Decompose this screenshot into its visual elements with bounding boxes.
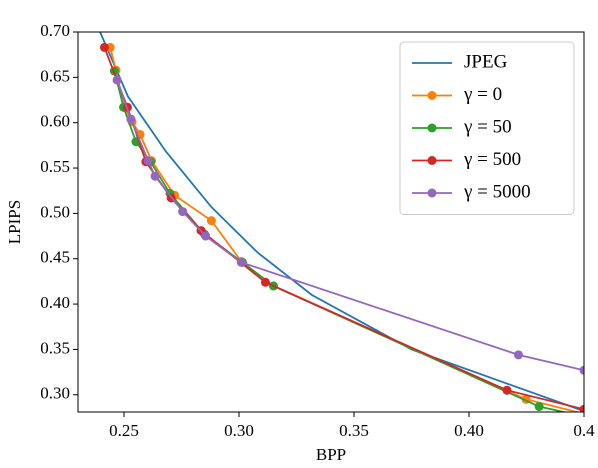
y-tick-label: 0.65 — [40, 66, 70, 85]
y-tick-label: 0.70 — [40, 21, 70, 40]
series-marker — [143, 156, 153, 166]
legend-label: γ = 5000 — [463, 181, 531, 202]
y-tick-label: 0.30 — [40, 384, 70, 403]
legend: JPEG γ = 0 γ = 50 γ = 500 γ = 5000 — [399, 41, 575, 215]
series-marker — [112, 75, 122, 85]
legend-marker — [427, 123, 437, 133]
series-marker — [99, 42, 109, 52]
x-tick-label: 0.25 — [109, 421, 139, 440]
series-marker — [579, 404, 584, 412]
legend-label: γ = 500 — [463, 149, 521, 170]
series-marker — [260, 277, 270, 287]
y-axis-label: LPIPS — [5, 200, 24, 244]
y-tick-label: 0.50 — [40, 202, 70, 221]
y-tick-label: 0.35 — [40, 338, 70, 357]
series-marker — [579, 365, 584, 375]
series-marker — [206, 216, 216, 226]
x-tick-label: 0.30 — [224, 421, 254, 440]
x-tick-label: 0.40 — [454, 421, 484, 440]
series-marker — [502, 385, 512, 395]
x-axis-label: BPP — [316, 445, 346, 464]
series-marker — [236, 257, 246, 267]
x-tick-label: 0.4 — [573, 421, 595, 440]
legend-label: γ = 0 — [463, 84, 502, 105]
legend-label: JPEG — [464, 51, 508, 72]
legend-marker — [427, 188, 437, 198]
plot-frame — [77, 31, 585, 413]
series-marker — [150, 171, 160, 181]
y-tick-label: 0.45 — [40, 248, 70, 267]
x-tick-label: 0.35 — [339, 421, 369, 440]
legend-marker — [427, 91, 437, 100]
legend-marker — [427, 156, 437, 165]
series-marker — [534, 402, 544, 412]
y-tick-label: 0.55 — [40, 157, 70, 176]
plot-area — [99, 32, 584, 412]
y-tick-label: 0.60 — [40, 112, 70, 131]
series-marker — [178, 207, 188, 217]
legend-box — [399, 41, 575, 215]
y-tick-label: 0.40 — [40, 293, 70, 312]
legend-label: γ = 50 — [463, 116, 512, 137]
series-marker — [513, 350, 523, 360]
series-marker — [126, 114, 136, 124]
series-marker — [201, 231, 211, 241]
